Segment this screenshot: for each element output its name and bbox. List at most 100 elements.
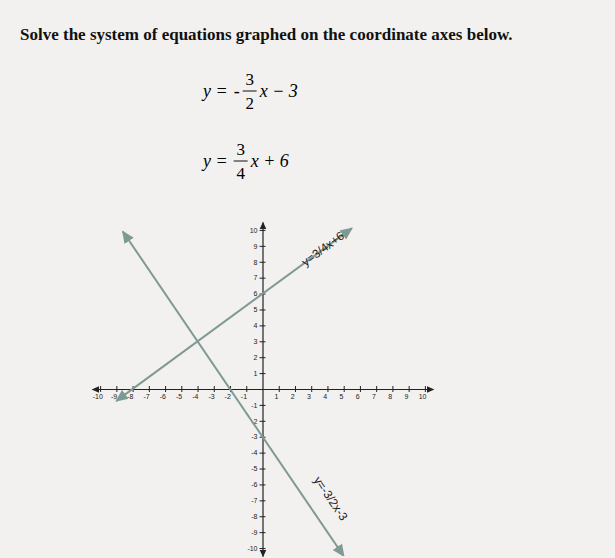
line <box>123 232 344 556</box>
tick: -10 <box>247 545 265 552</box>
equation: y =34x + 6 <box>201 140 289 183</box>
tick-mark <box>246 386 247 392</box>
tick-label: 8 <box>254 259 258 266</box>
tick-mark <box>344 386 345 392</box>
tick: 3 <box>307 386 312 400</box>
tick-label: 5 <box>339 393 343 400</box>
tick-mark <box>260 532 266 533</box>
line-label: y=3/4x+6 <box>299 228 347 269</box>
tick: 4 <box>323 386 328 400</box>
tick-mark <box>260 405 266 406</box>
tick: 9 <box>254 243 266 250</box>
tick-mark <box>311 386 312 392</box>
tick: 7 <box>254 274 266 281</box>
tick-mark <box>149 386 150 392</box>
axis-line <box>262 223 263 557</box>
tick-mark <box>260 548 266 549</box>
tick-mark <box>360 386 361 392</box>
tick-mark <box>260 357 266 358</box>
tick-mark <box>327 386 328 392</box>
tick-mark <box>116 386 117 392</box>
tick-label: 10 <box>250 227 258 234</box>
tick-mark <box>260 373 266 374</box>
line <box>116 228 351 401</box>
tick: 3 <box>254 338 266 345</box>
tick-mark <box>425 386 426 392</box>
tick-label: -7 <box>143 393 149 400</box>
tick-label: -1 <box>251 402 257 409</box>
tick: -8 <box>251 513 265 520</box>
tick: -9 <box>111 386 117 400</box>
numerator: 3 <box>236 140 245 159</box>
tick-mark <box>181 386 182 392</box>
tick: 5 <box>339 386 344 400</box>
tick-label: -8 <box>127 393 133 400</box>
tick-label: -9 <box>251 529 257 536</box>
tick-label: -6 <box>160 393 166 400</box>
numerator: 3 <box>245 70 254 89</box>
tick-mark <box>100 386 101 392</box>
tick-label: 4 <box>254 322 258 329</box>
tick: -5 <box>251 465 265 472</box>
equation-right: x − 3 <box>259 81 298 101</box>
tick-mark <box>260 469 266 470</box>
tick-mark <box>260 516 266 517</box>
tick-mark <box>295 386 296 392</box>
tick-label: -4 <box>251 449 257 456</box>
tick-label: 10 <box>419 393 427 400</box>
tick: 9 <box>404 386 409 400</box>
tick: 2 <box>254 354 266 361</box>
fraction-bar <box>234 161 248 162</box>
tick-label: -7 <box>251 497 257 504</box>
tick-label: -3 <box>208 393 214 400</box>
tick-label: -10 <box>93 393 103 400</box>
tick-mark <box>165 386 166 392</box>
tick: -9 <box>251 529 265 536</box>
tick-mark <box>198 386 199 392</box>
tick-label: 6 <box>356 393 360 400</box>
tick: 8 <box>388 386 393 400</box>
tick-label: 9 <box>254 243 258 250</box>
tick-mark <box>409 386 410 392</box>
tick-mark <box>260 484 266 485</box>
tick-label: -5 <box>251 465 257 472</box>
denominator: 2 <box>245 94 254 113</box>
tick: -5 <box>176 386 182 400</box>
tick-label: 5 <box>254 306 258 313</box>
tick-label: 7 <box>372 393 376 400</box>
line-label: y=-3/2x-3 <box>311 474 351 524</box>
tick-label: -4 <box>192 393 198 400</box>
tick-label: 7 <box>254 274 258 281</box>
tick: 5 <box>254 306 266 313</box>
tick-label: -5 <box>176 393 182 400</box>
tick: -6 <box>160 386 166 400</box>
title: Solve the system of equations graphed on… <box>20 25 513 44</box>
tick-label: -8 <box>251 513 257 520</box>
tick-mark <box>260 230 266 231</box>
tick-label: 6 <box>254 290 258 297</box>
tick-label: 1 <box>274 393 278 400</box>
tick-label: -3 <box>251 433 257 440</box>
tick: 6 <box>356 386 361 400</box>
equation-right: x + 6 <box>250 151 289 171</box>
tick-mark <box>260 262 266 263</box>
tick-mark <box>260 309 266 310</box>
tick-label: 4 <box>323 393 327 400</box>
tick-label: 3 <box>254 338 258 345</box>
chart: Solve the system of equations graphed on… <box>0 0 615 558</box>
tick-label: 8 <box>388 393 392 400</box>
fraction-bar <box>243 91 257 92</box>
equation-left: y = <box>201 151 228 171</box>
tick-mark <box>214 386 215 392</box>
tick-label: 2 <box>254 354 258 361</box>
tick: -7 <box>251 497 265 504</box>
tick: -3 <box>208 386 214 400</box>
tick-mark <box>260 500 266 501</box>
tick: -1 <box>241 386 247 400</box>
tick: 7 <box>372 386 377 400</box>
tick: 8 <box>254 259 266 266</box>
tick-mark <box>392 386 393 392</box>
tick-label: -9 <box>111 393 117 400</box>
tick-label: -2 <box>225 393 231 400</box>
tick-mark <box>260 421 266 422</box>
